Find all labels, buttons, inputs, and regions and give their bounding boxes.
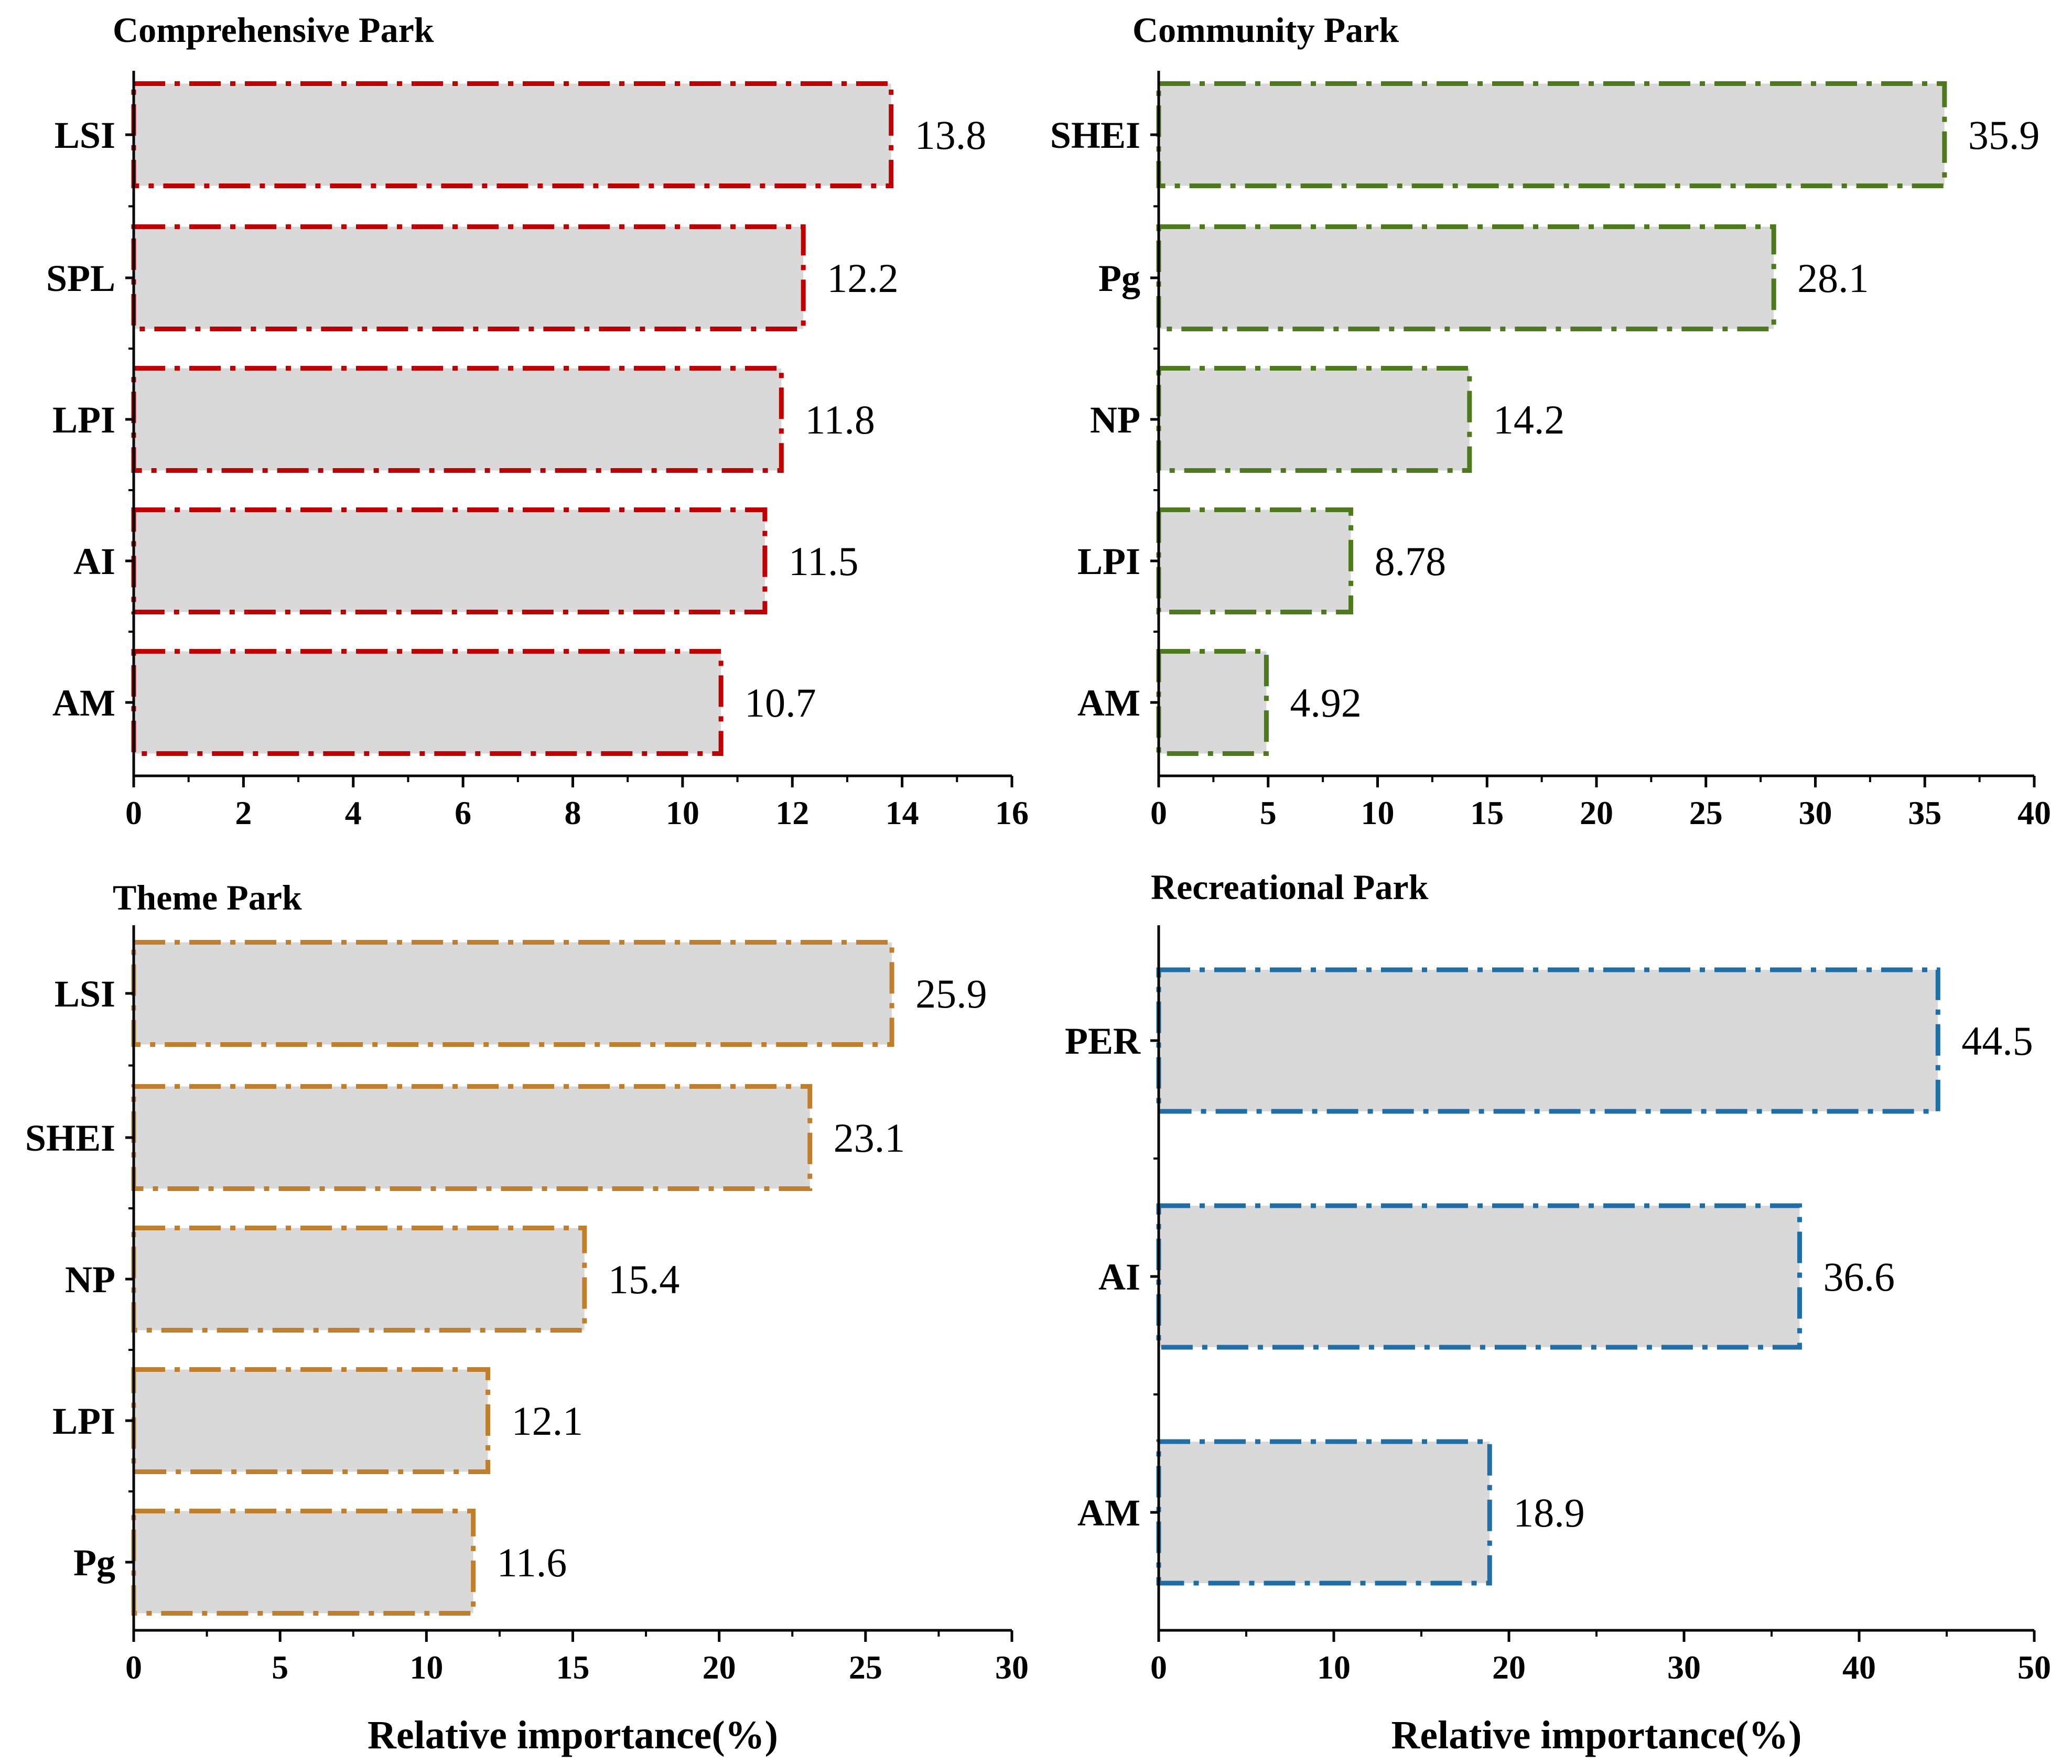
- bar-np: [1156, 366, 1472, 473]
- x-tick-label: 10: [409, 1649, 443, 1686]
- bar-lpi: [1156, 507, 1354, 614]
- x-tick-label: 30: [1799, 794, 1832, 831]
- x-tick-label: 0: [1150, 794, 1167, 831]
- value-label: 28.1: [1797, 255, 1869, 301]
- x-tick-label: 10: [1317, 1649, 1351, 1686]
- panel-title: Theme Park: [113, 878, 302, 917]
- value-label: 11.6: [497, 1540, 567, 1585]
- chart-panel-2: Community Park 35.9 SHEI 28.1 Pg 14.2 NP 8.78 LP…: [1050, 10, 2051, 831]
- x-tick-label: 25: [1689, 794, 1723, 831]
- x-tick-label: 0: [1150, 1649, 1167, 1686]
- x-tick-label: 30: [1667, 1649, 1701, 1686]
- category-label: AM: [1077, 682, 1140, 724]
- value-label: 35.9: [1968, 112, 2040, 158]
- value-label: 8.78: [1375, 538, 1447, 584]
- bar-np: [131, 1226, 587, 1333]
- x-tick-label: 12: [775, 794, 809, 831]
- category-label: NP: [65, 1259, 115, 1301]
- bar-lsi: [131, 81, 894, 188]
- value-label: 12.2: [827, 255, 899, 301]
- bar-ai: [1156, 1203, 1802, 1350]
- x-axis-title: Relative importance(%): [368, 1713, 778, 1757]
- x-tick-label: 14: [886, 794, 919, 831]
- x-tick-label: 20: [703, 1649, 736, 1686]
- x-tick-label: 6: [455, 794, 471, 831]
- bar-ai: [131, 507, 768, 614]
- bar-per: [1156, 967, 1940, 1114]
- category-label: PER: [1065, 1020, 1141, 1062]
- value-label: 10.7: [744, 680, 816, 726]
- bar-spl: [131, 224, 806, 331]
- category-label: LSI: [55, 114, 115, 156]
- bar-lpi: [131, 366, 784, 473]
- x-tick-label: 35: [1908, 794, 1941, 831]
- category-label: LSI: [55, 973, 115, 1015]
- x-tick-label: 10: [1361, 794, 1395, 831]
- x-tick-label: 0: [125, 1649, 142, 1686]
- panel-title: Recreational Park: [1151, 867, 1429, 907]
- panel-title: Comprehensive Park: [113, 10, 434, 50]
- category-label: SPL: [46, 257, 115, 299]
- category-label: AM: [52, 682, 115, 724]
- x-tick-label: 20: [1492, 1649, 1526, 1686]
- value-label: 11.5: [789, 538, 859, 584]
- x-tick-label: 10: [666, 794, 699, 831]
- x-tick-label: 8: [565, 794, 581, 831]
- value-label: 14.2: [1493, 397, 1565, 442]
- chart-panel-4: Recreational Park 44.5 PER 36.6 AI 18.9 AM 0 10 2…: [1065, 867, 2051, 1757]
- category-label: SHEI: [25, 1117, 115, 1159]
- bar-shei: [1156, 81, 1947, 188]
- value-label: 25.9: [915, 971, 987, 1016]
- category-label: LPI: [52, 399, 115, 441]
- value-label: 23.1: [834, 1115, 905, 1161]
- category-label: AI: [73, 540, 115, 582]
- value-label: 36.6: [1823, 1254, 1895, 1300]
- value-label: 12.1: [512, 1398, 583, 1444]
- bar-pg: [1156, 224, 1776, 331]
- x-tick-label: 16: [995, 794, 1029, 831]
- x-tick-label: 4: [345, 794, 362, 831]
- category-label: AI: [1098, 1256, 1140, 1298]
- category-label: NP: [1090, 399, 1140, 441]
- category-label: Pg: [73, 1542, 115, 1584]
- bar-lsi: [131, 940, 894, 1047]
- value-label: 15.4: [608, 1257, 680, 1302]
- chart-panel-3: Theme Park 25.9 LSI 23.1 SHEI 15.4 NP 12.1 LPI 11…: [25, 878, 1029, 1757]
- value-label: 44.5: [1961, 1018, 2033, 1064]
- value-label: 4.92: [1290, 680, 1362, 726]
- x-tick-label: 5: [272, 1649, 288, 1686]
- bar-pg: [131, 1509, 476, 1616]
- x-tick-label: 2: [235, 794, 252, 831]
- category-label: LPI: [52, 1400, 115, 1442]
- x-tick-label: 50: [2017, 1649, 2051, 1686]
- category-label: SHEI: [1050, 114, 1140, 156]
- x-tick-label: 5: [1260, 794, 1277, 831]
- x-tick-label: 15: [556, 1649, 590, 1686]
- value-label: 11.8: [805, 397, 875, 442]
- bar-am: [131, 649, 724, 756]
- category-label: AM: [1077, 1492, 1140, 1534]
- x-tick-label: 25: [849, 1649, 882, 1686]
- category-label: LPI: [1077, 540, 1140, 582]
- bar-am: [1156, 649, 1269, 756]
- x-tick-label: 20: [1580, 794, 1613, 831]
- panel-title: Community Park: [1132, 10, 1399, 50]
- category-label: Pg: [1098, 257, 1140, 299]
- bar-am: [1156, 1439, 1492, 1586]
- x-tick-label: 40: [2017, 794, 2051, 831]
- bar-lpi: [131, 1367, 491, 1474]
- x-tick-label: 0: [125, 794, 142, 831]
- value-label: 18.9: [1513, 1490, 1585, 1535]
- chart-panel-1: Comprehensive Park 13.8 LSI 12.2 SPL 11.8 LPI 1…: [46, 10, 1029, 831]
- x-tick-label: 30: [995, 1649, 1029, 1686]
- x-tick-label: 40: [1842, 1649, 1876, 1686]
- x-axis-title: Relative importance(%): [1391, 1713, 1802, 1757]
- bar-shei: [131, 1084, 813, 1191]
- x-tick-label: 15: [1470, 794, 1504, 831]
- value-label: 13.8: [915, 112, 987, 158]
